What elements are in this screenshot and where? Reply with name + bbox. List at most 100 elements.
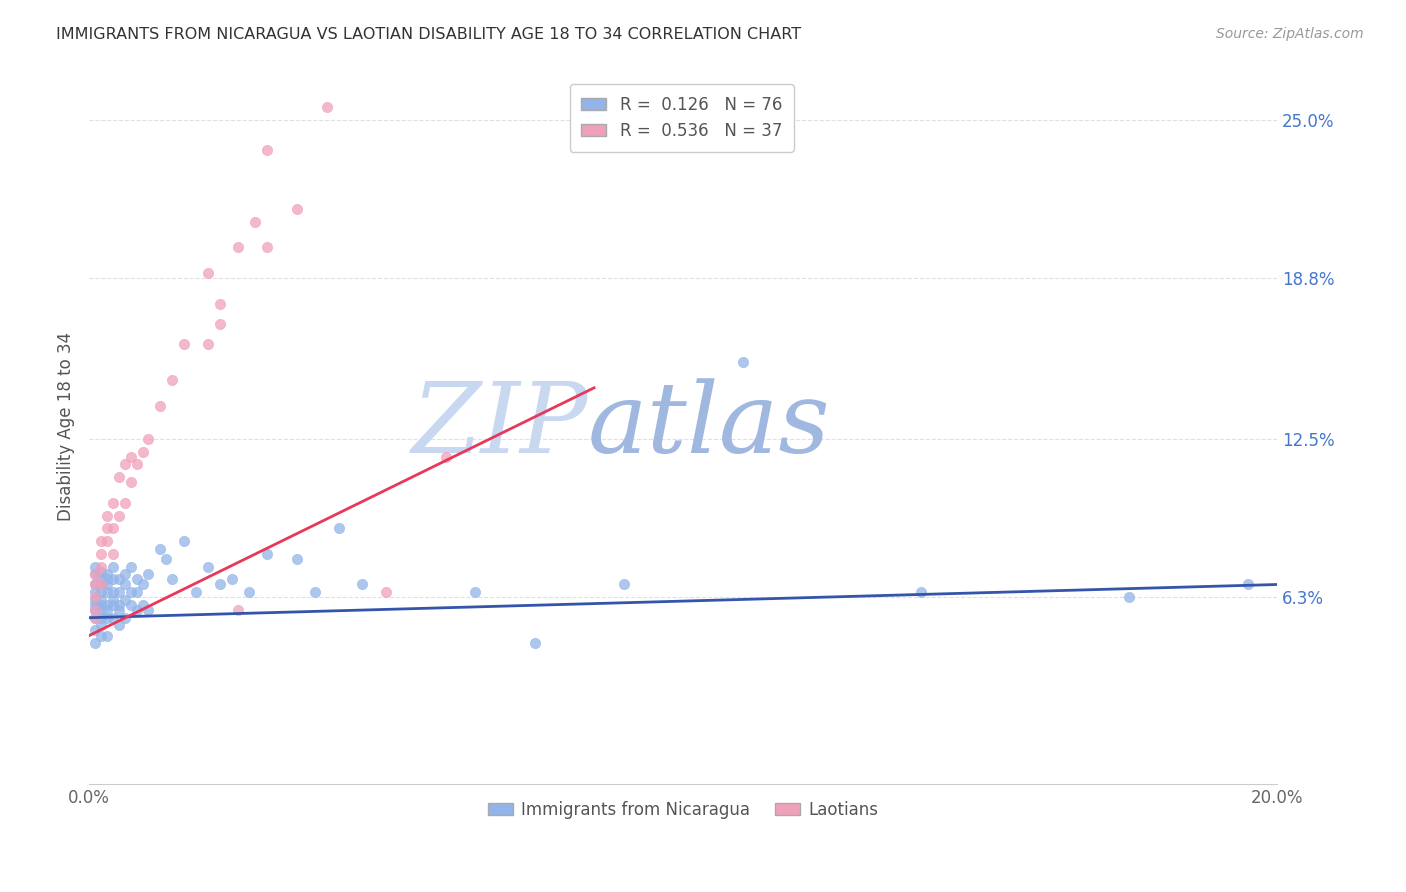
- Point: [96, 534, 118, 549]
- Point: [90, 629, 112, 643]
- Point: [90, 585, 112, 599]
- Point: [90, 618, 112, 632]
- Point: [315, 100, 337, 114]
- Point: [162, 573, 184, 587]
- Point: [84, 603, 107, 617]
- Point: [256, 143, 278, 157]
- Point: [173, 534, 195, 549]
- Point: [96, 508, 118, 523]
- Point: [84, 567, 107, 582]
- Point: [84, 610, 107, 624]
- Point: [125, 458, 148, 472]
- Point: [352, 577, 374, 591]
- Point: [434, 450, 457, 464]
- Point: [101, 585, 124, 599]
- Text: atlas: atlas: [588, 378, 831, 474]
- Point: [131, 577, 153, 591]
- Point: [101, 496, 124, 510]
- Point: [96, 610, 118, 624]
- Point: [375, 585, 398, 599]
- Point: [114, 458, 136, 472]
- Point: [114, 592, 136, 607]
- Point: [221, 573, 243, 587]
- Point: [285, 552, 308, 566]
- Point: [120, 559, 142, 574]
- Point: [226, 240, 249, 254]
- Point: [84, 591, 107, 605]
- Point: [96, 598, 118, 612]
- Point: [107, 603, 129, 617]
- Point: [90, 577, 112, 591]
- Point: [208, 317, 231, 331]
- Point: [107, 470, 129, 484]
- Point: [125, 573, 148, 587]
- Point: [114, 567, 136, 582]
- Point: [114, 577, 136, 591]
- Point: [96, 521, 118, 535]
- Point: [96, 585, 118, 599]
- Point: [84, 603, 107, 617]
- Point: [84, 592, 107, 607]
- Point: [138, 603, 160, 617]
- Point: [208, 296, 231, 310]
- Point: [84, 585, 107, 599]
- Point: [149, 399, 172, 413]
- Point: [256, 240, 278, 254]
- Point: [238, 585, 260, 599]
- Point: [256, 547, 278, 561]
- Point: [114, 610, 136, 624]
- Y-axis label: Disability Age 18 to 34: Disability Age 18 to 34: [58, 332, 75, 521]
- Point: [90, 598, 112, 612]
- Point: [138, 567, 160, 582]
- Point: [84, 577, 107, 591]
- Point: [107, 573, 129, 587]
- Point: [1118, 591, 1140, 605]
- Point: [96, 577, 118, 591]
- Point: [90, 559, 112, 574]
- Point: [197, 337, 219, 351]
- Point: [613, 577, 636, 591]
- Point: [125, 585, 148, 599]
- Point: [125, 603, 148, 617]
- Point: [120, 585, 142, 599]
- Point: [208, 577, 231, 591]
- Point: [101, 573, 124, 587]
- Text: Source: ZipAtlas.com: Source: ZipAtlas.com: [1216, 27, 1364, 41]
- Point: [120, 475, 142, 490]
- Point: [138, 432, 160, 446]
- Point: [328, 521, 350, 535]
- Point: [173, 337, 195, 351]
- Point: [84, 610, 107, 624]
- Point: [101, 610, 124, 624]
- Point: [131, 598, 153, 612]
- Point: [304, 585, 326, 599]
- Point: [101, 547, 124, 561]
- Point: [155, 552, 177, 566]
- Point: [84, 624, 107, 638]
- Point: [90, 610, 112, 624]
- Point: [90, 534, 112, 549]
- Point: [107, 585, 129, 599]
- Point: [90, 547, 112, 561]
- Text: IMMIGRANTS FROM NICARAGUA VS LAOTIAN DISABILITY AGE 18 TO 34 CORRELATION CHART: IMMIGRANTS FROM NICARAGUA VS LAOTIAN DIS…: [56, 27, 801, 42]
- Point: [149, 541, 172, 556]
- Point: [101, 592, 124, 607]
- Point: [90, 573, 112, 587]
- Point: [1236, 577, 1258, 591]
- Point: [101, 559, 124, 574]
- Point: [96, 567, 118, 582]
- Point: [184, 585, 207, 599]
- Text: ZIP: ZIP: [412, 378, 588, 474]
- Point: [90, 603, 112, 617]
- Point: [107, 618, 129, 632]
- Point: [114, 496, 136, 510]
- Point: [84, 577, 107, 591]
- Point: [84, 559, 107, 574]
- Point: [84, 567, 107, 582]
- Point: [245, 215, 267, 229]
- Point: [101, 521, 124, 535]
- Point: [90, 592, 112, 607]
- Point: [96, 629, 118, 643]
- Point: [90, 565, 112, 579]
- Point: [162, 373, 184, 387]
